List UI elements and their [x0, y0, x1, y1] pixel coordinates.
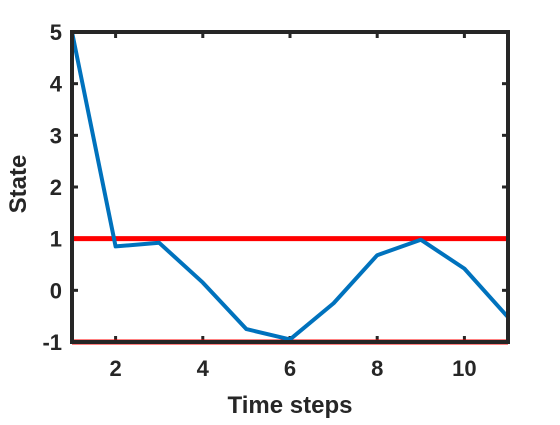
y-tick-label: 3: [50, 123, 62, 148]
x-tick-label: 8: [371, 356, 383, 381]
series-layer: [72, 32, 508, 340]
x-tick-label: 6: [284, 356, 296, 381]
ticks-layer: [72, 32, 508, 342]
y-tick-label: 1: [50, 227, 62, 252]
y-tick-label: 4: [50, 72, 63, 97]
x-tick-label: 4: [197, 356, 210, 381]
x-tick-label: 10: [452, 356, 476, 381]
x-axis-label: Time steps: [228, 392, 353, 419]
plot-frame: [72, 32, 508, 342]
y-tick-label: -1: [42, 330, 62, 355]
series-line: [72, 32, 508, 339]
y-tick-label: 5: [50, 20, 62, 45]
y-axis-label: State: [5, 155, 32, 214]
y-tick-label: 0: [50, 278, 62, 303]
x-tick-label: 2: [109, 356, 121, 381]
y-tick-label: 2: [50, 175, 62, 200]
